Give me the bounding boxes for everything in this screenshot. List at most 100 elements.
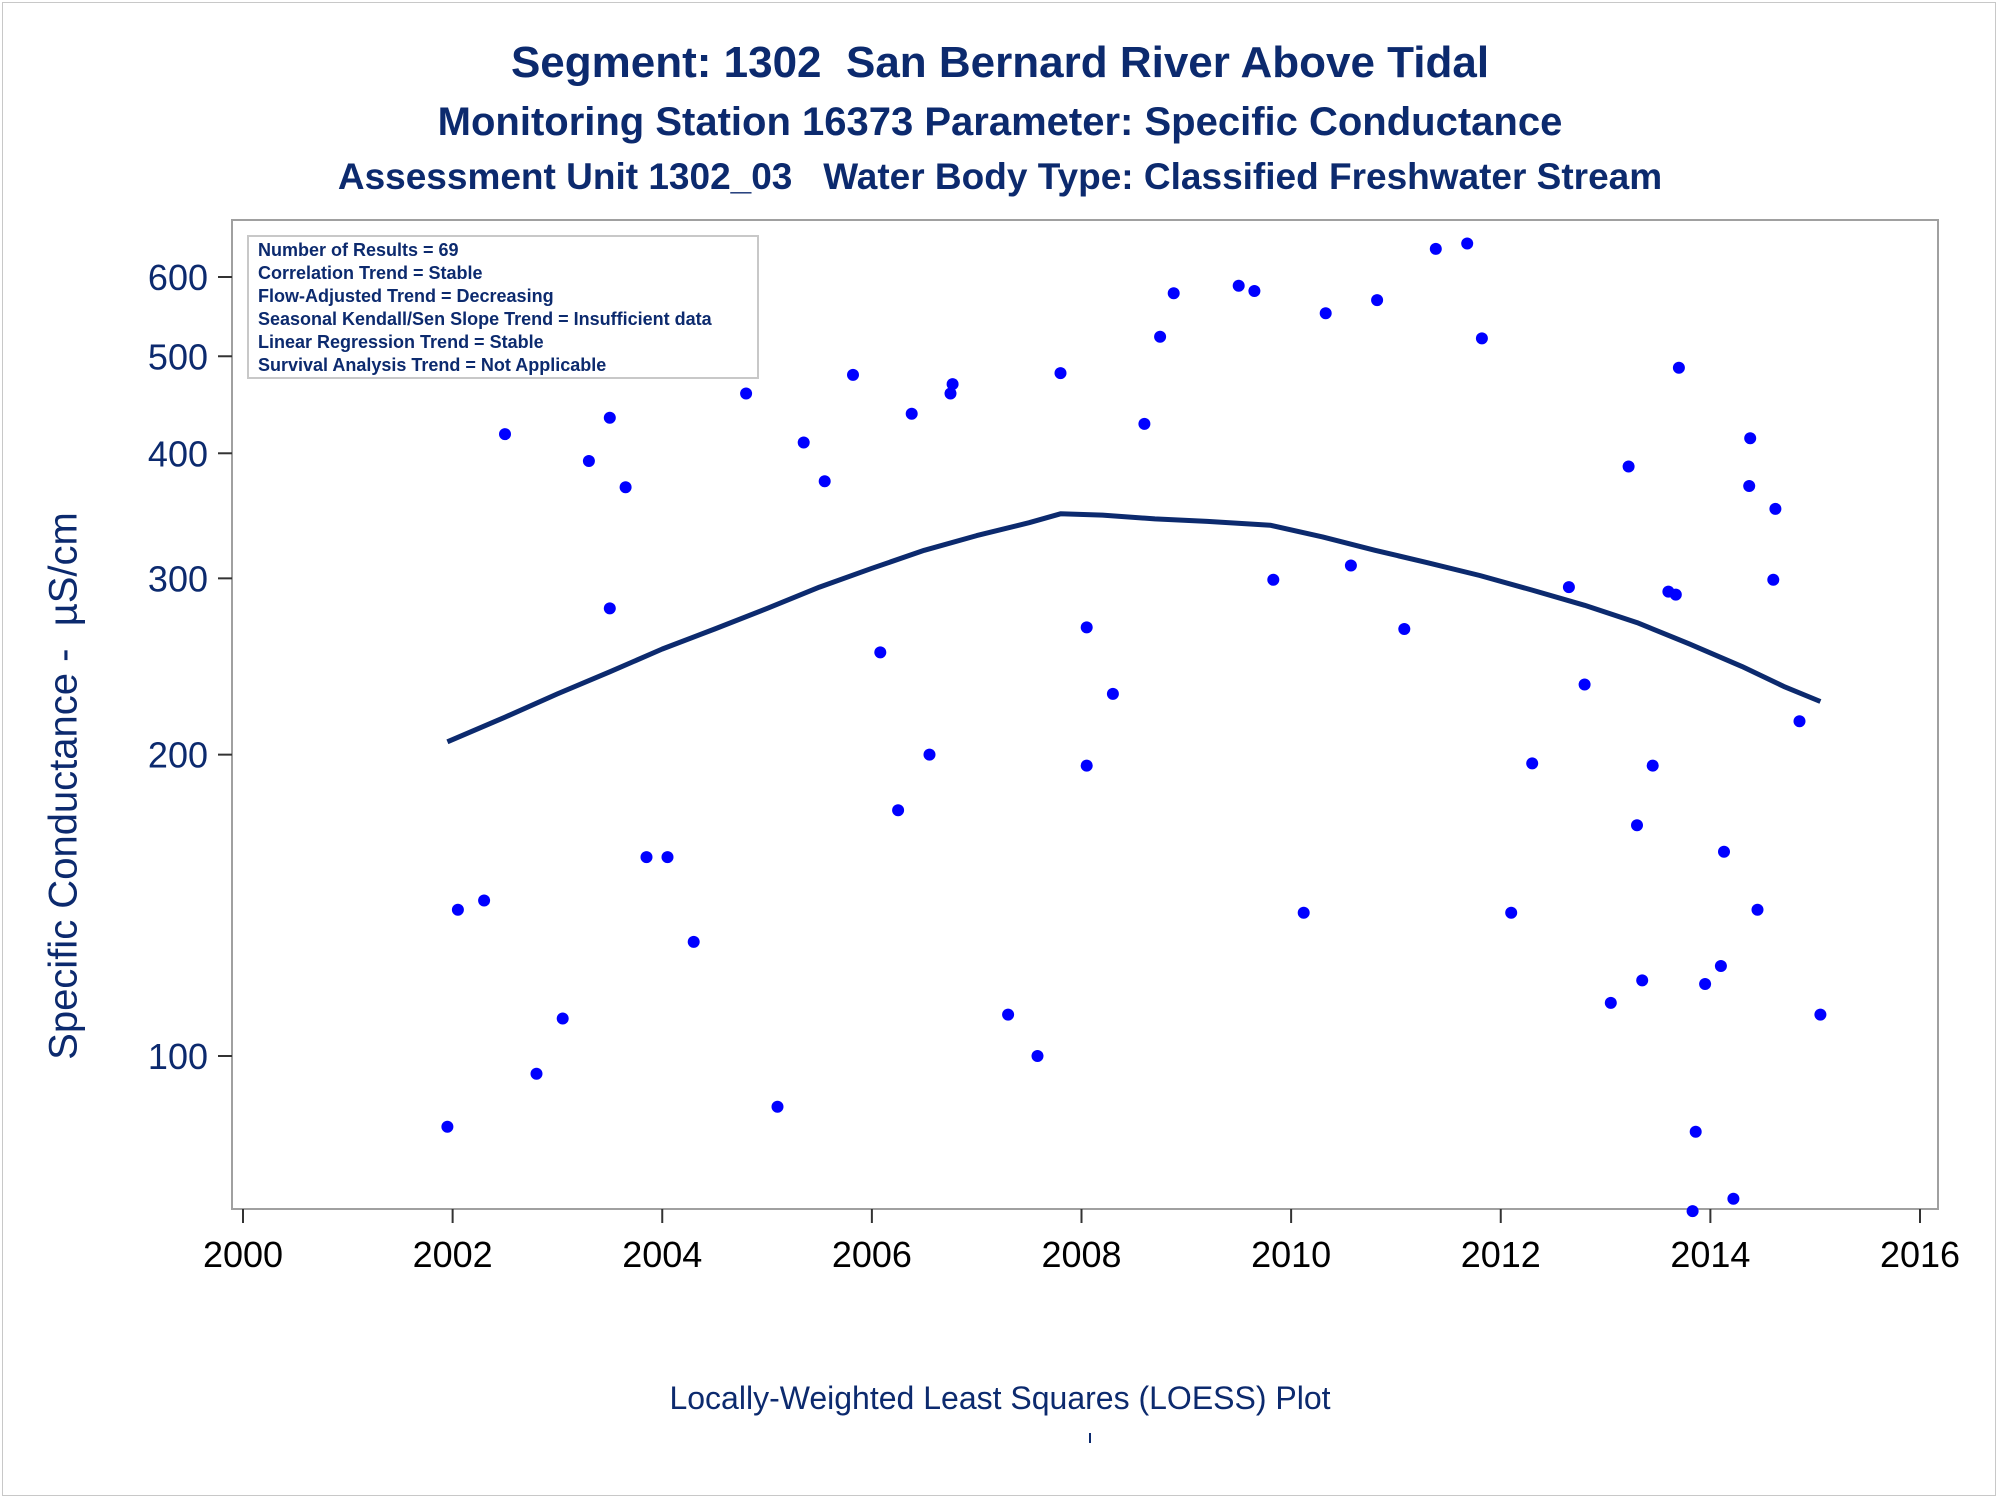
chart-subtitle-station: Monitoring Station 16373 Parameter: Spec… — [437, 100, 1563, 144]
data-point — [1751, 903, 1764, 916]
loess-curve-group — [446, 511, 1822, 745]
stats-line: Flow-Adjusted Trend = Decreasing — [258, 286, 554, 306]
data-point — [1636, 974, 1649, 987]
data-point — [818, 475, 831, 488]
data-point — [874, 646, 887, 659]
data-point — [1248, 285, 1261, 297]
loess-line — [446, 511, 1822, 745]
data-point — [603, 411, 616, 424]
data-point — [1646, 759, 1659, 772]
data-point — [1154, 330, 1167, 343]
data-point — [478, 894, 491, 907]
data-point — [1672, 361, 1685, 374]
data-point — [797, 436, 810, 449]
data-points-group — [441, 237, 1827, 1218]
chart-subtitle-assessment: Assessment Unit 1302_03 Water Body Type:… — [337, 156, 1663, 197]
data-point — [1744, 432, 1757, 445]
data-point — [1002, 1008, 1015, 1021]
y-tick-label: 500 — [148, 336, 208, 377]
data-point — [556, 1012, 569, 1025]
data-point — [499, 428, 511, 441]
data-point — [905, 407, 918, 420]
data-point — [1344, 559, 1357, 572]
stats-line: Linear Regression Trend = Stable — [258, 332, 544, 352]
data-point — [1475, 332, 1488, 345]
data-point — [1718, 845, 1730, 858]
data-point — [441, 1120, 454, 1133]
y-tick-label: 100 — [148, 1036, 208, 1077]
data-point — [1167, 287, 1180, 300]
data-point — [640, 851, 653, 864]
data-point — [1505, 906, 1518, 919]
stats-line: Correlation Trend = Stable — [258, 263, 483, 283]
data-point — [451, 903, 464, 916]
data-point — [1371, 294, 1384, 307]
plot-area-border — [231, 219, 1939, 1210]
data-point — [603, 602, 616, 615]
data-point — [1767, 573, 1780, 586]
data-point — [1699, 978, 1712, 990]
data-point — [1714, 960, 1727, 972]
data-point — [1526, 757, 1539, 770]
data-point — [1727, 1192, 1740, 1205]
data-point — [687, 935, 700, 948]
stats-box-border — [247, 235, 759, 379]
data-point — [1769, 502, 1782, 515]
data-point — [847, 368, 859, 381]
data-point — [1578, 678, 1591, 691]
x-tick-label: 2002 — [413, 1234, 493, 1275]
x-tick-label: 2004 — [622, 1234, 702, 1275]
stats-line: Number of Results = 69 — [258, 240, 459, 260]
y-tick-label: 400 — [148, 433, 208, 474]
data-point — [582, 455, 595, 467]
data-point — [1461, 237, 1474, 250]
x-tick-label: 2000 — [203, 1234, 283, 1275]
x-tick-label: 2014 — [1670, 1234, 1750, 1275]
x-tick-label: 2016 — [1880, 1234, 1960, 1275]
data-point — [1232, 279, 1245, 292]
data-point — [1080, 759, 1093, 772]
y-axis: 100 200 300 400 500 600 — [148, 257, 232, 1077]
footer-mark — [1089, 1433, 1091, 1443]
data-point — [923, 748, 936, 761]
data-point — [619, 481, 632, 494]
y-tick-label: 600 — [148, 257, 208, 298]
x-axis: 2000 2002 2004 2006 2008 2010 2012 2014 2016 — [203, 1209, 1960, 1275]
data-point — [1398, 623, 1411, 635]
data-point — [1297, 906, 1310, 919]
data-point — [1604, 996, 1617, 1009]
data-point — [1106, 687, 1119, 700]
x-tick-label: 2012 — [1461, 1234, 1541, 1275]
data-point — [1562, 581, 1575, 594]
data-point — [946, 378, 959, 391]
data-point — [1319, 307, 1332, 320]
data-point — [944, 387, 957, 400]
data-point — [1814, 1008, 1827, 1021]
data-point — [661, 851, 674, 864]
x-tick-label: 2008 — [1041, 1234, 1121, 1275]
data-point — [1669, 588, 1682, 601]
data-point — [1267, 573, 1280, 586]
data-point — [1138, 417, 1151, 430]
data-point — [771, 1100, 784, 1113]
stats-box: Number of Results = 69 Correlation Trend … — [247, 235, 759, 379]
data-point — [1080, 621, 1093, 634]
y-axis-label: Specific Conductance - µS/cm — [41, 512, 86, 1060]
y-tick-label: 200 — [148, 735, 208, 776]
data-point — [1622, 460, 1635, 473]
data-point — [1686, 1205, 1699, 1218]
chart-title: Segment: 1302 San Bernard River Above Ti… — [510, 38, 1490, 87]
data-point — [1689, 1125, 1702, 1138]
x-tick-label: 2006 — [832, 1234, 912, 1275]
data-point — [1743, 480, 1756, 492]
data-point — [1631, 819, 1643, 832]
stats-line: Seasonal Kendall/Sen Slope Trend = Insuf… — [258, 309, 713, 329]
stats-line: Survival Analysis Trend = Not Applicable — [258, 355, 606, 375]
data-point — [1031, 1050, 1044, 1062]
data-point — [740, 387, 753, 400]
data-point — [892, 804, 905, 817]
x-tick-label: 2010 — [1251, 1234, 1331, 1275]
data-point — [1793, 715, 1806, 728]
